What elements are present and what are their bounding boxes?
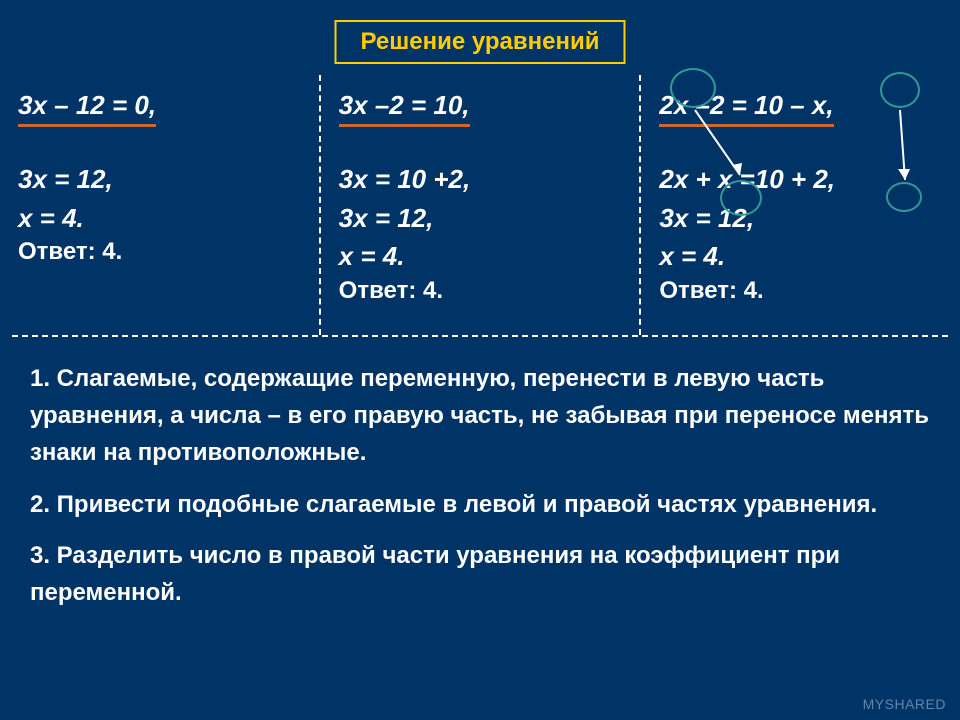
eq-step: x = 4.	[339, 238, 405, 274]
eq-step: x = 4.	[18, 200, 84, 236]
page-title: Решение уравнений	[334, 20, 625, 64]
eq-original: 3x – 12 = 0,	[18, 87, 156, 127]
eq-step: 3x = 10 +2,	[339, 161, 471, 197]
answer-label: Ответ: 4.	[18, 238, 301, 266]
eq-text: 3x –2 = 10,	[339, 87, 470, 127]
rule-item: 1. Слагаемые, содержащие переменную, пер…	[30, 360, 930, 472]
example-col-3: 2x –2 = 10 – x, 2x + x =10 + 2, 3x = 12,…	[639, 75, 960, 335]
horizontal-divider	[12, 335, 948, 337]
example-col-1: 3x – 12 = 0, 3x = 12, x = 4. Ответ: 4.	[0, 75, 319, 335]
eq-original: 2x –2 = 10 – x,	[659, 87, 833, 127]
eq-step: 3x = 12,	[18, 161, 113, 197]
answer-label: Ответ: 4.	[339, 277, 622, 305]
eq-text: 3x – 12 = 0,	[18, 87, 156, 127]
worked-examples: 3x – 12 = 0, 3x = 12, x = 4. Ответ: 4. 3…	[0, 75, 960, 335]
rule-item: 2. Привести подобные слагаемые в левой и…	[30, 486, 930, 523]
rules-list: 1. Слагаемые, содержащие переменную, пер…	[30, 360, 930, 625]
rule-item: 3. Разделить число в правой части уравне…	[30, 537, 930, 611]
eq-step: x = 4.	[659, 238, 725, 274]
eq-original: 3x –2 = 10,	[339, 87, 470, 127]
eq-step: 3x = 12,	[339, 200, 434, 236]
eq-text: 2x –2 = 10 – x,	[659, 87, 833, 127]
watermark-text: MYSHARED	[863, 696, 946, 712]
answer-label: Ответ: 4.	[659, 277, 942, 305]
example-col-2: 3x –2 = 10, 3x = 10 +2, 3x = 12, x = 4. …	[319, 75, 640, 335]
eq-step: 2x + x =10 + 2,	[659, 161, 835, 197]
eq-step: 3x = 12,	[659, 200, 754, 236]
